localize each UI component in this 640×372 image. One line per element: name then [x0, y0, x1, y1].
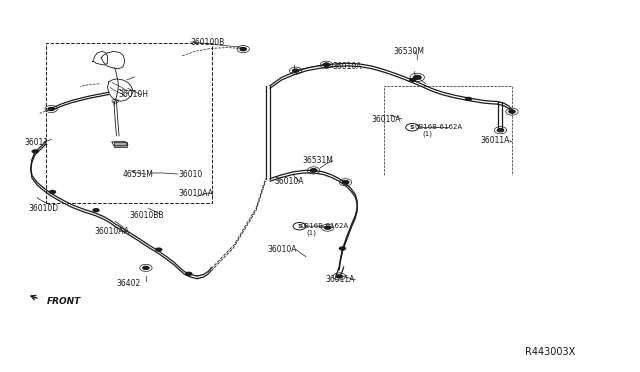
Bar — [46, 43, 212, 203]
Circle shape — [310, 168, 317, 173]
Circle shape — [47, 107, 55, 111]
Text: 36011: 36011 — [24, 138, 49, 147]
Circle shape — [335, 274, 343, 279]
Circle shape — [508, 109, 516, 114]
Text: 36010AA: 36010AA — [95, 227, 130, 236]
Text: 36010BB: 36010BB — [129, 211, 164, 220]
Circle shape — [465, 97, 472, 101]
Circle shape — [409, 78, 417, 82]
Circle shape — [323, 62, 330, 67]
Text: S: S — [297, 224, 302, 229]
Circle shape — [239, 47, 247, 51]
Text: 0B16B-6162A: 0B16B-6162A — [415, 124, 463, 130]
Circle shape — [324, 225, 332, 230]
Circle shape — [142, 266, 150, 270]
Circle shape — [413, 75, 422, 80]
Text: 0B16B-6162A: 0B16B-6162A — [301, 223, 349, 229]
Circle shape — [323, 62, 330, 67]
Text: 36010D: 36010D — [29, 204, 59, 213]
Circle shape — [310, 168, 317, 173]
Bar — [114, 142, 127, 147]
Text: 36010H: 36010H — [118, 90, 148, 99]
Circle shape — [92, 208, 100, 212]
Circle shape — [185, 272, 193, 276]
Circle shape — [497, 128, 504, 132]
Circle shape — [49, 190, 56, 194]
Text: 36010A: 36010A — [333, 62, 362, 71]
Text: 36402: 36402 — [116, 279, 141, 288]
Text: 36010A: 36010A — [371, 115, 401, 124]
Text: 36010A: 36010A — [268, 245, 297, 254]
Text: 36530M: 36530M — [393, 47, 424, 56]
Text: 360100B: 360100B — [191, 38, 225, 46]
Text: 36010A: 36010A — [274, 177, 303, 186]
Circle shape — [155, 247, 163, 252]
Circle shape — [31, 149, 39, 154]
Circle shape — [342, 180, 349, 185]
Text: R443003X: R443003X — [525, 347, 575, 356]
Circle shape — [339, 246, 346, 251]
Text: 46531M: 46531M — [123, 170, 154, 179]
Circle shape — [292, 68, 300, 73]
Text: FRONT: FRONT — [47, 297, 81, 306]
Text: 36011A: 36011A — [325, 275, 355, 284]
Text: 36011A: 36011A — [480, 136, 509, 145]
Text: 36010: 36010 — [178, 170, 202, 179]
Text: (1): (1) — [422, 131, 433, 137]
Text: S: S — [410, 125, 415, 130]
Text: 36010AA: 36010AA — [178, 189, 213, 198]
Circle shape — [342, 180, 349, 185]
Text: (1): (1) — [306, 229, 316, 236]
Text: 36531M: 36531M — [302, 156, 333, 165]
